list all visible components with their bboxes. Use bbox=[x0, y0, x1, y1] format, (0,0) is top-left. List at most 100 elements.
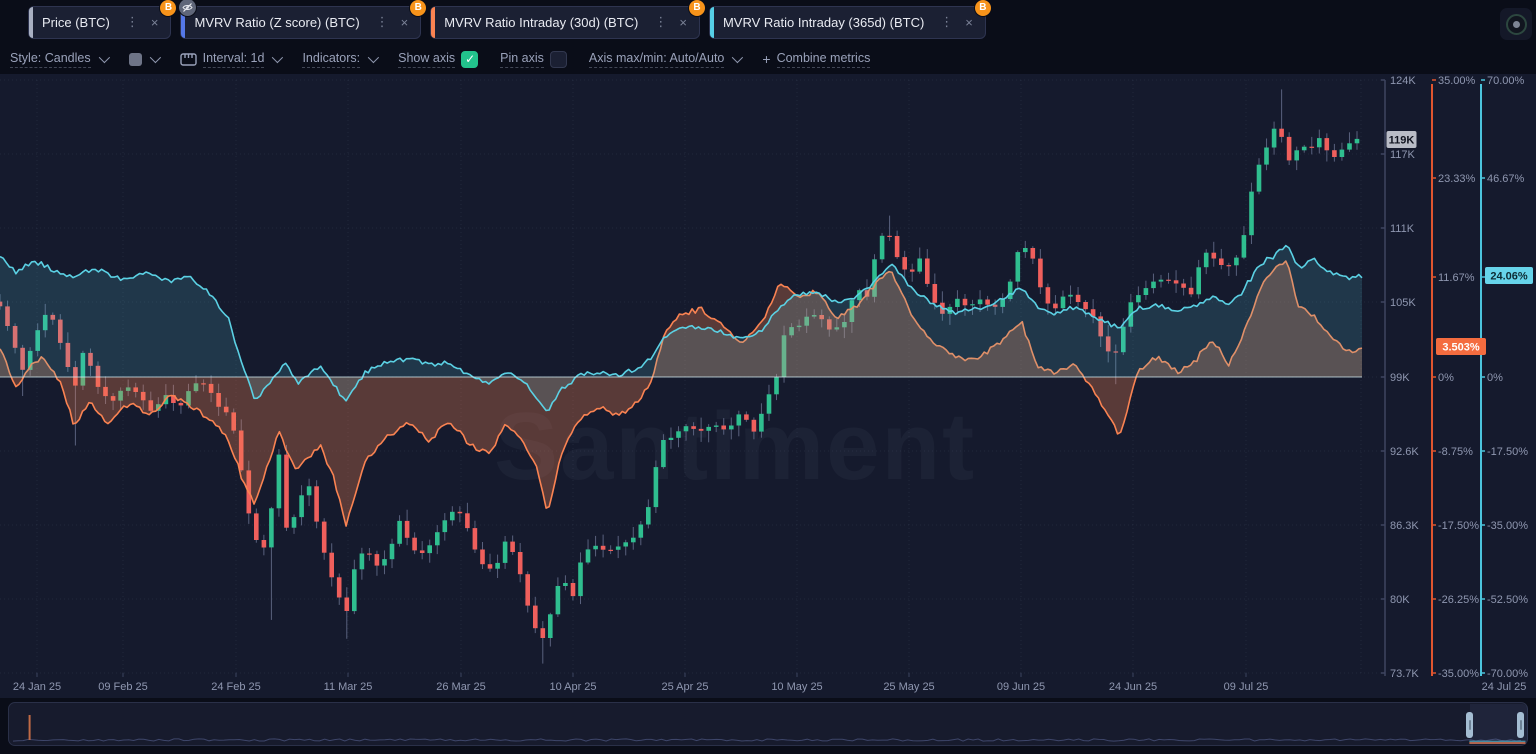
svg-text:24 Jan 25: 24 Jan 25 bbox=[13, 681, 61, 693]
svg-text:09 Jul 25: 09 Jul 25 bbox=[1224, 681, 1269, 693]
svg-text:3.503%: 3.503% bbox=[1442, 342, 1480, 354]
axis-maxmin-label: Axis max/min: Auto/Auto bbox=[588, 51, 725, 68]
plus-icon: + bbox=[762, 51, 771, 67]
btc-badge-icon: B bbox=[688, 0, 705, 16]
svg-text:-70.00%: -70.00% bbox=[1487, 668, 1528, 680]
svg-text:10 May 25: 10 May 25 bbox=[771, 681, 822, 693]
hidden-eye-off-icon bbox=[179, 0, 197, 16]
color-swatch-dropdown[interactable] bbox=[128, 51, 161, 66]
show-axis-checkbox[interactable] bbox=[461, 50, 479, 68]
svg-text:-17.50%: -17.50% bbox=[1487, 446, 1528, 458]
chevron-down-icon bbox=[732, 51, 744, 64]
svg-text:25 Apr 25: 25 Apr 25 bbox=[661, 681, 708, 693]
tab-mvrv-intraday-365d-btc[interactable]: MVRV Ratio Intraday (365d) (BTC) ⋮ × B bbox=[708, 0, 991, 39]
pin-axis-control: Pin axis bbox=[500, 50, 567, 68]
axis-maxmin-dropdown[interactable]: Axis max/min: Auto/Auto bbox=[588, 51, 744, 68]
svg-text:-35.00%: -35.00% bbox=[1438, 668, 1479, 680]
chart-toolbar: Style: Candles Interval: 1d Indicators: … bbox=[0, 44, 1536, 74]
pin-axis-label: Pin axis bbox=[500, 51, 544, 68]
tab-accent-bar bbox=[29, 6, 33, 38]
tab-label: Price (BTC) bbox=[42, 14, 110, 30]
svg-text:124K: 124K bbox=[1390, 75, 1416, 87]
tab-label: MVRV Ratio Intraday (365d) (BTC) bbox=[722, 14, 925, 30]
indicators-dropdown[interactable]: Indicators: bbox=[302, 51, 380, 68]
svg-text:09 Jun 25: 09 Jun 25 bbox=[997, 681, 1045, 693]
tab-bar: Price (BTC) ⋮ × B MVRV Ratio (Z score) (… bbox=[0, 0, 1536, 44]
svg-text:24 Feb 25: 24 Feb 25 bbox=[211, 681, 261, 693]
y-axes[interactable] bbox=[1384, 80, 1482, 676]
show-axis-control: Show axis bbox=[398, 50, 479, 68]
gridlines bbox=[0, 79, 1385, 676]
interval-icon bbox=[179, 52, 197, 66]
combine-metrics-label: Combine metrics bbox=[776, 51, 871, 68]
svg-text:24.06%: 24.06% bbox=[1490, 271, 1528, 283]
svg-text:117K: 117K bbox=[1390, 149, 1416, 161]
svg-text:-35.00%: -35.00% bbox=[1487, 520, 1528, 532]
interval-dropdown-label: Interval: 1d bbox=[202, 51, 265, 68]
kebab-menu-icon[interactable]: ⋮ bbox=[940, 14, 954, 29]
kebab-menu-icon[interactable]: ⋮ bbox=[654, 14, 668, 29]
tab-label: MVRV Ratio (Z score) (BTC) bbox=[194, 14, 360, 30]
price-last-value-badge: 119K bbox=[1386, 131, 1417, 148]
close-icon[interactable]: × bbox=[400, 14, 409, 30]
tab-price-btc[interactable]: Price (BTC) ⋮ × B bbox=[28, 0, 177, 39]
btc-badge-icon: B bbox=[974, 0, 991, 16]
svg-text:26 Mar 25: 26 Mar 25 bbox=[436, 681, 486, 693]
svg-text:35.00%: 35.00% bbox=[1438, 75, 1476, 87]
svg-text:-52.50%: -52.50% bbox=[1487, 594, 1528, 606]
kebab-menu-icon[interactable]: ⋮ bbox=[125, 14, 139, 29]
tab-mvrv-intraday-30d-btc[interactable]: MVRV Ratio Intraday (30d) (BTC) ⋮ × B bbox=[430, 0, 705, 39]
chevron-down-icon bbox=[367, 51, 380, 64]
svg-text:86.3K: 86.3K bbox=[1390, 520, 1419, 532]
session-status-button[interactable] bbox=[1500, 8, 1532, 40]
close-icon[interactable]: × bbox=[150, 14, 159, 30]
santiment-watermark: Santiment bbox=[494, 393, 977, 500]
indicators-dropdown-label: Indicators: bbox=[302, 51, 361, 68]
show-axis-label: Show axis bbox=[398, 51, 456, 68]
style-dropdown-label: Style: Candles bbox=[10, 51, 91, 68]
color-swatch-icon bbox=[128, 52, 142, 66]
mvrv-30d-series bbox=[0, 260, 1363, 527]
pin-axis-checkbox[interactable] bbox=[549, 50, 567, 68]
svg-text:-26.25%: -26.25% bbox=[1438, 594, 1479, 606]
combine-metrics-button[interactable]: + Combine metrics bbox=[762, 51, 871, 68]
interval-dropdown[interactable]: Interval: 1d bbox=[179, 51, 284, 68]
timeline-preview[interactable] bbox=[8, 702, 1528, 746]
svg-text:0%: 0% bbox=[1487, 372, 1503, 384]
svg-text:99K: 99K bbox=[1390, 372, 1410, 384]
style-dropdown[interactable]: Style: Candles bbox=[10, 51, 110, 68]
mvrv-30d-last-value-badge: 3.503% bbox=[1436, 338, 1486, 355]
tab-accent-bar bbox=[181, 6, 186, 38]
svg-text:11.67%: 11.67% bbox=[1438, 272, 1475, 284]
svg-text:25 May 25: 25 May 25 bbox=[883, 681, 934, 693]
svg-text:-8.75%: -8.75% bbox=[1438, 446, 1473, 458]
svg-text:-17.50%: -17.50% bbox=[1438, 520, 1479, 532]
close-icon[interactable]: × bbox=[679, 14, 687, 30]
tab-label: MVRV Ratio Intraday (30d) (BTC) bbox=[444, 14, 639, 30]
mvrv-365d-series bbox=[0, 244, 1363, 412]
svg-text:11 Mar 25: 11 Mar 25 bbox=[324, 681, 373, 693]
mvrv-30d-axis[interactable]: 35.00% 23.33% 11.67% 0% -8.75% -17.50% -26.25%… bbox=[1432, 75, 1479, 680]
svg-text:111K: 111K bbox=[1390, 223, 1415, 235]
brush-handle-right[interactable] bbox=[1517, 712, 1524, 738]
btc-badge-icon: B bbox=[410, 0, 427, 16]
svg-text:92.6K: 92.6K bbox=[1390, 446, 1419, 458]
close-icon[interactable]: × bbox=[965, 14, 973, 30]
price-chart-canvas[interactable]: 124K 117K 111K 105K 99K 92.6K 86.3K 80K 73.7K 35.… bbox=[0, 74, 1536, 698]
price-axis[interactable]: 124K 117K 111K 105K 99K 92.6K 86.3K 80K 73.7K bbox=[1381, 75, 1419, 680]
mvrv-365d-axis[interactable]: 70.00%46.67%23.33%0%-17.50%-35.00%-52.50… bbox=[1481, 75, 1528, 680]
brush-handle-left[interactable] bbox=[1466, 712, 1473, 738]
svg-text:70.00%: 70.00% bbox=[1487, 75, 1525, 87]
record-icon bbox=[1505, 13, 1527, 35]
btc-badge-icon: B bbox=[160, 0, 177, 16]
mvrv-365d-last-value-badge: 24.06% bbox=[1485, 267, 1533, 284]
kebab-menu-icon[interactable]: ⋮ bbox=[375, 14, 389, 29]
svg-text:73.7K: 73.7K bbox=[1390, 668, 1419, 680]
svg-text:24 Jun 25: 24 Jun 25 bbox=[1109, 681, 1157, 693]
x-axis[interactable]: 24 Jan 25 09 Feb 25 24 Feb 25 11 Mar 25 26 M… bbox=[13, 673, 1526, 693]
tab-mvrv-z-score-btc[interactable]: MVRV Ratio (Z score) (BTC) ⋮ × B bbox=[179, 0, 427, 39]
chevron-down-icon bbox=[98, 51, 110, 64]
svg-text:46.67%: 46.67% bbox=[1487, 173, 1525, 185]
metric-tabs: Price (BTC) ⋮ × B MVRV Ratio (Z score) (… bbox=[28, 0, 991, 39]
